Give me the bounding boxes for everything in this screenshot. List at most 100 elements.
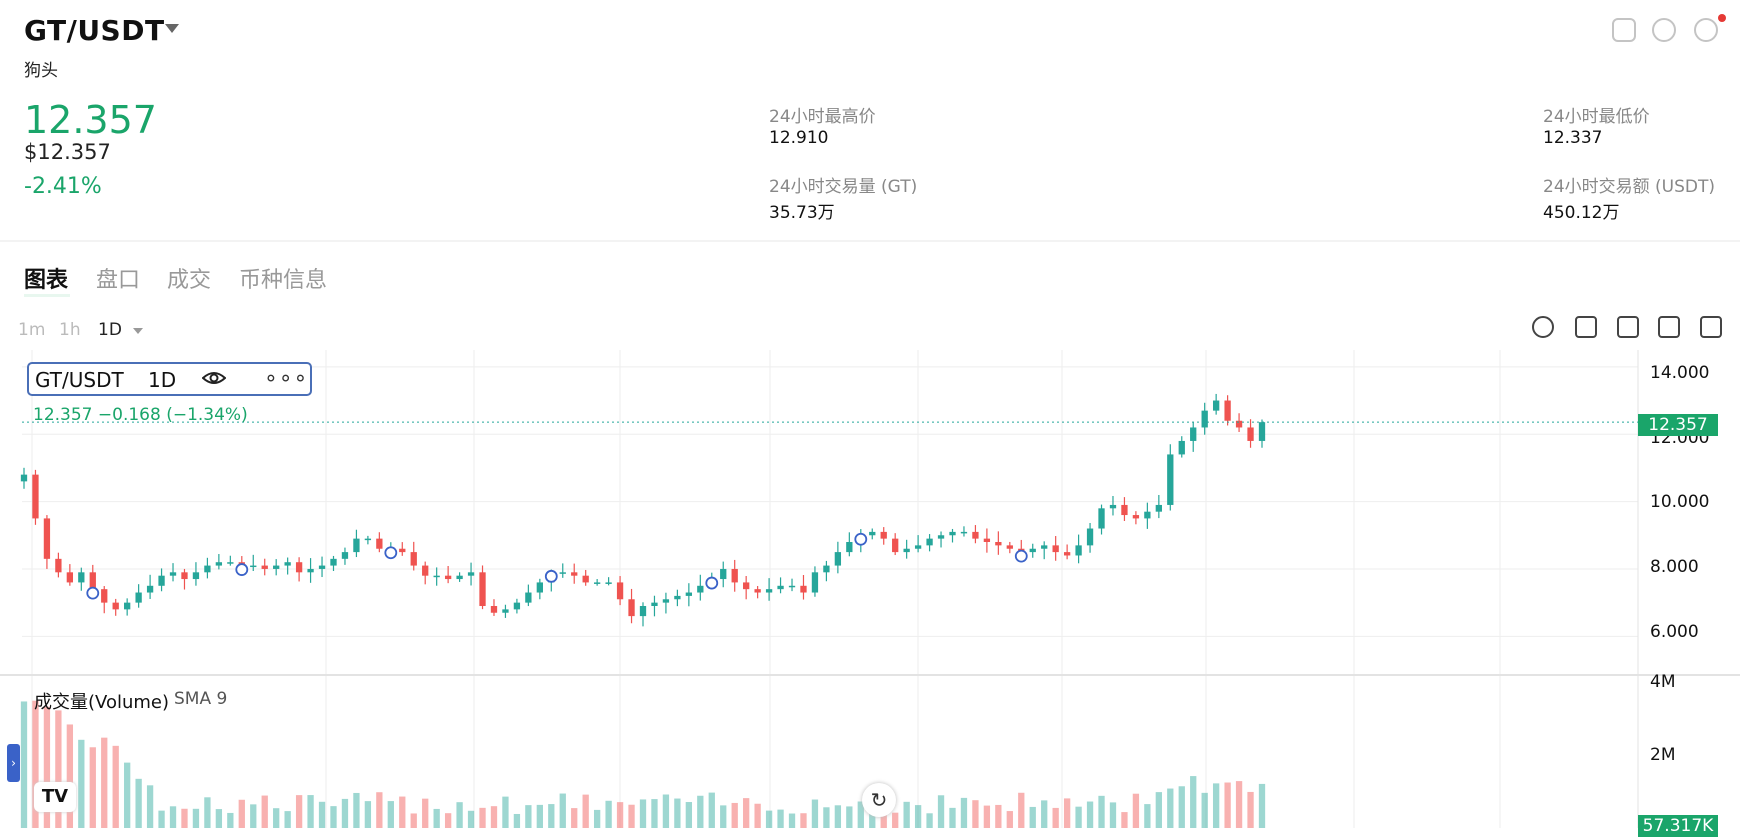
- candle-body: [158, 575, 165, 586]
- volume-bar: [169, 806, 177, 828]
- volume-bar: [811, 799, 819, 828]
- share-icon[interactable]: [1612, 18, 1636, 42]
- volume-bar: [307, 795, 314, 828]
- candle-body: [1132, 515, 1140, 519]
- eye-icon[interactable]: [202, 369, 226, 387]
- price-tick: 14.000: [1650, 363, 1710, 383]
- candle-body: [43, 518, 51, 559]
- price-tick: 8.000: [1650, 557, 1699, 577]
- volume-bar: [1086, 801, 1094, 828]
- volume-bar: [273, 808, 280, 828]
- candle-body: [1144, 511, 1151, 519]
- volume-bar: [972, 800, 979, 828]
- volume-bar: [238, 799, 245, 828]
- candle-body: [1121, 504, 1128, 516]
- legend-ohlc: 12.357 −0.168 (−1.34%): [33, 405, 248, 425]
- volume-bar: [66, 724, 74, 828]
- compass-icon[interactable]: [1652, 18, 1676, 42]
- timeframe-1d[interactable]: 1D: [98, 320, 122, 340]
- current-price-tag: 12.357: [1638, 414, 1718, 436]
- volume-bar: [112, 745, 119, 828]
- volume-bar: [490, 806, 498, 828]
- volume-bar: [124, 762, 131, 828]
- candle-body: [1155, 504, 1162, 512]
- tab-trades[interactable]: 成交: [167, 268, 212, 293]
- pair-dropdown-icon[interactable]: [165, 24, 179, 33]
- candle-body: [823, 565, 830, 573]
- candle-body: [295, 562, 303, 573]
- pair-title[interactable]: GT/USDT: [24, 14, 165, 47]
- candle-body: [422, 565, 429, 576]
- candle-body: [112, 602, 119, 610]
- volume-bar: [823, 807, 830, 828]
- candle-body: [250, 565, 257, 568]
- timeframe-1h[interactable]: 1h: [59, 320, 81, 340]
- candle-body: [1167, 454, 1174, 505]
- tab-chart[interactable]: 图表: [24, 268, 69, 293]
- candle-body: [479, 572, 486, 606]
- candle-body: [1247, 427, 1254, 441]
- sliders-icon[interactable]: [1658, 316, 1680, 338]
- candle-body: [697, 585, 704, 593]
- candle-body: [376, 538, 383, 549]
- candle-type-icon[interactable]: [1575, 316, 1597, 338]
- volume-bar: [158, 810, 165, 828]
- candle-body: [1041, 545, 1048, 549]
- settings-icon[interactable]: [1694, 18, 1718, 42]
- volume-bar: [1201, 792, 1208, 828]
- volume-bar: [1155, 792, 1162, 828]
- event-marker: [705, 576, 719, 590]
- volume-bar: [422, 798, 429, 828]
- volume-bar: [330, 806, 337, 828]
- volume-bar: [410, 813, 417, 828]
- volume-bar: [593, 809, 601, 828]
- candle-body: [811, 572, 819, 593]
- stat-turnover-value: 450.12万: [1543, 203, 1620, 223]
- event-marker: [854, 532, 868, 546]
- volume-bar: [1212, 783, 1220, 828]
- candle-body: [754, 589, 761, 593]
- volume-tick: 2M: [1650, 745, 1676, 765]
- volume-bar: [639, 799, 647, 828]
- indicator-icon[interactable]: [1532, 316, 1554, 338]
- volume-bar: [582, 794, 589, 828]
- reset-chart-button[interactable]: ↻: [862, 783, 896, 817]
- candle-body: [1178, 440, 1185, 455]
- expand-handle[interactable]: ›: [7, 744, 20, 782]
- candle-body: [32, 474, 39, 519]
- candle-body: [192, 572, 200, 580]
- trash-icon[interactable]: [1700, 316, 1722, 338]
- volume-bar: [937, 795, 945, 828]
- event-marker: [86, 586, 100, 600]
- candle-body: [318, 565, 326, 569]
- more-icon[interactable]: ∘∘∘: [264, 366, 309, 391]
- candle-body: [307, 568, 314, 573]
- volume-bar: [399, 796, 406, 828]
- candle-body: [525, 592, 532, 603]
- timeframe-dropdown-icon[interactable]: [133, 328, 143, 334]
- price-change: -2.41%: [24, 174, 102, 199]
- volume-bar: [765, 810, 773, 828]
- candle-body: [571, 572, 578, 576]
- legend-box[interactable]: [27, 362, 312, 396]
- candle-body: [892, 538, 899, 553]
- section-divider: [0, 240, 1740, 242]
- volume-bar: [284, 811, 291, 828]
- event-marker: [384, 546, 398, 560]
- tab-orderbook[interactable]: 盘口: [96, 268, 141, 293]
- candle-body: [89, 572, 96, 590]
- candle-body: [743, 582, 750, 590]
- timeframe-1m[interactable]: 1m: [18, 320, 46, 340]
- legend-interval: 1D: [148, 368, 177, 392]
- line-chart-icon[interactable]: [1617, 316, 1639, 338]
- candle-body: [433, 575, 440, 578]
- volume-bar: [215, 809, 223, 828]
- legend-symbol: GT/USDT: [35, 368, 124, 392]
- candle-body: [674, 595, 681, 600]
- volume-tag: 57.317K: [1638, 815, 1718, 837]
- price-chart[interactable]: [0, 350, 1740, 828]
- volume-bar: [1190, 776, 1197, 828]
- volume-bar: [502, 796, 509, 828]
- tab-coin-info[interactable]: 币种信息: [239, 268, 328, 293]
- volume-bar: [181, 808, 188, 828]
